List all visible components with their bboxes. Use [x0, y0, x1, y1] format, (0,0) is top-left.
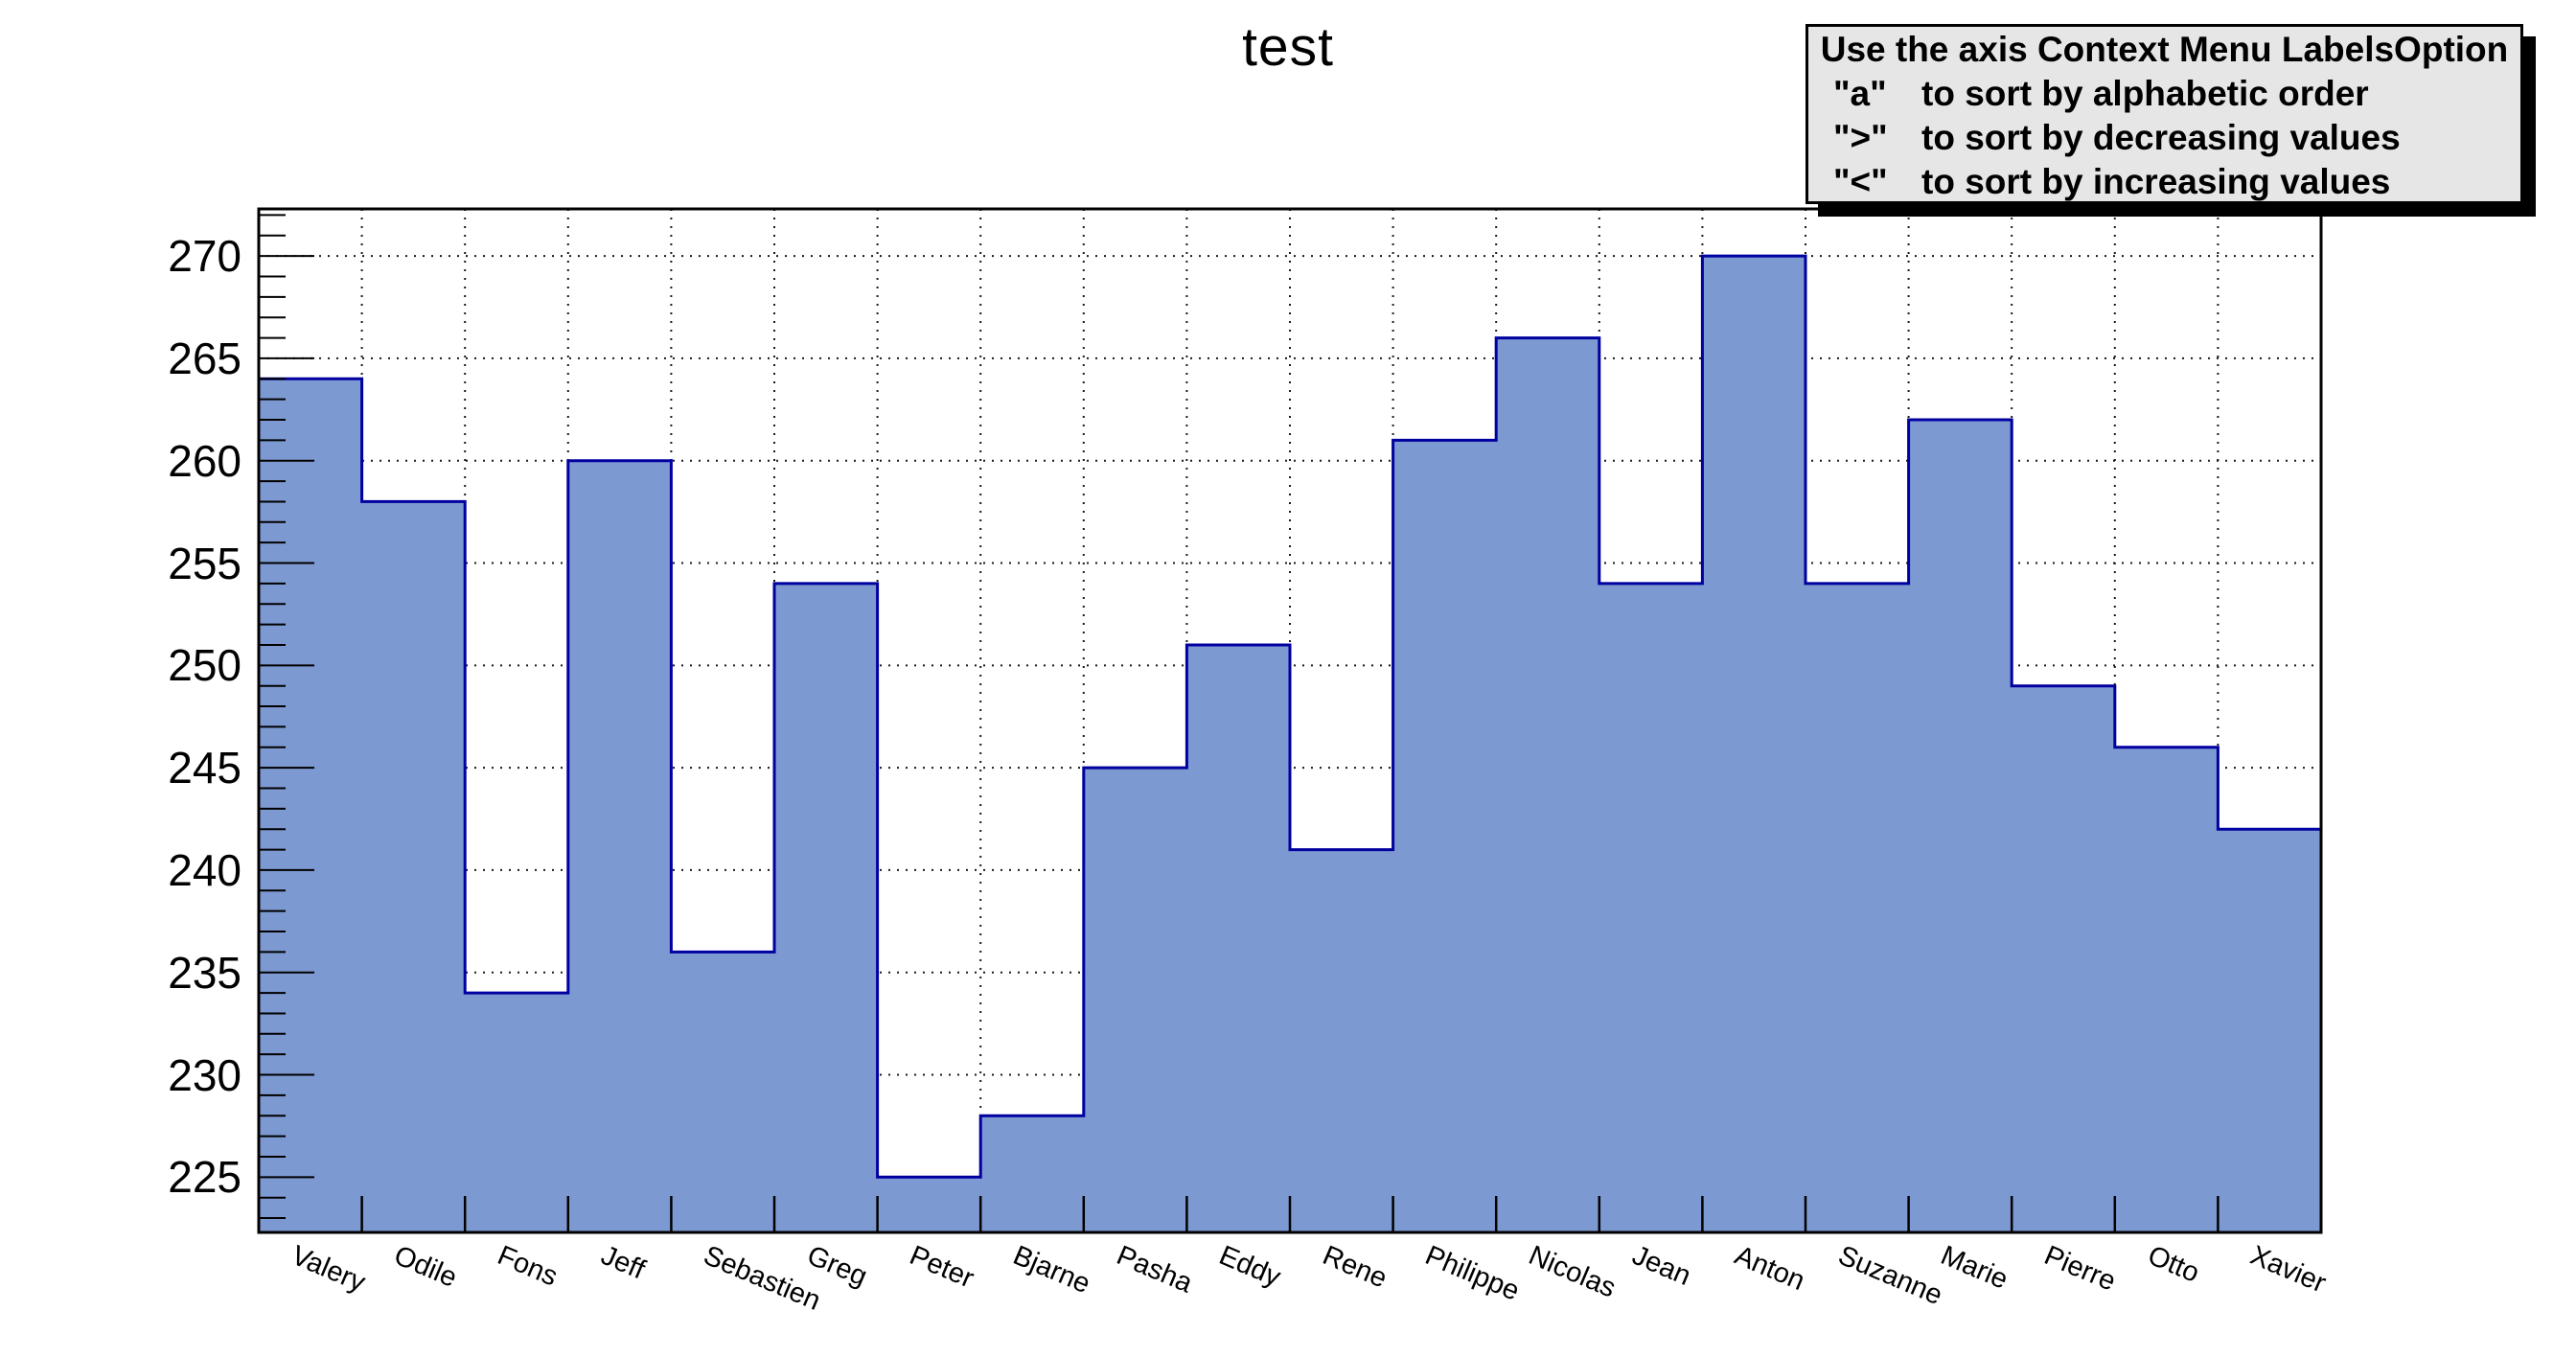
y-axis-label[interactable]: 250	[168, 640, 242, 691]
labels-option-infobox[interactable]: Use the axis Context Menu LabelsOption "…	[1806, 24, 2523, 204]
y-axis-label[interactable]: 225	[168, 1152, 242, 1203]
infobox-text: to sort by decreasing values	[1921, 118, 2401, 157]
infobox-text: to sort by alphabetic order	[1921, 74, 2369, 113]
infobox-heading: Use the axis Context Menu LabelsOption	[1820, 30, 2509, 69]
y-axis-label[interactable]: 230	[168, 1049, 242, 1100]
infobox-row-alphabetic: "a" to sort by alphabetic order	[1808, 72, 2520, 116]
y-axis-label[interactable]: 265	[168, 333, 242, 383]
infobox-row-increasing: "<" to sort by increasing values	[1808, 160, 2520, 204]
y-axis-label[interactable]: 255	[168, 538, 242, 588]
infobox-symbol: "<"	[1833, 162, 1888, 201]
infobox-symbol: ">"	[1833, 118, 1888, 157]
chart-title: test	[1242, 16, 1334, 78]
infobox-text: to sort by increasing values	[1921, 162, 2391, 201]
y-axis-label[interactable]: 245	[168, 743, 242, 794]
y-axis-label[interactable]: 260	[168, 435, 242, 486]
histogram-outline	[257, 254, 2323, 1232]
infobox-row-decreasing: ">" to sort by decreasing values	[1808, 116, 2520, 160]
y-axis-label[interactable]: 270	[168, 231, 242, 282]
y-axis-label[interactable]: 235	[168, 947, 242, 998]
infobox-symbol: "a"	[1833, 74, 1887, 113]
y-axis-label[interactable]: 240	[168, 844, 242, 895]
